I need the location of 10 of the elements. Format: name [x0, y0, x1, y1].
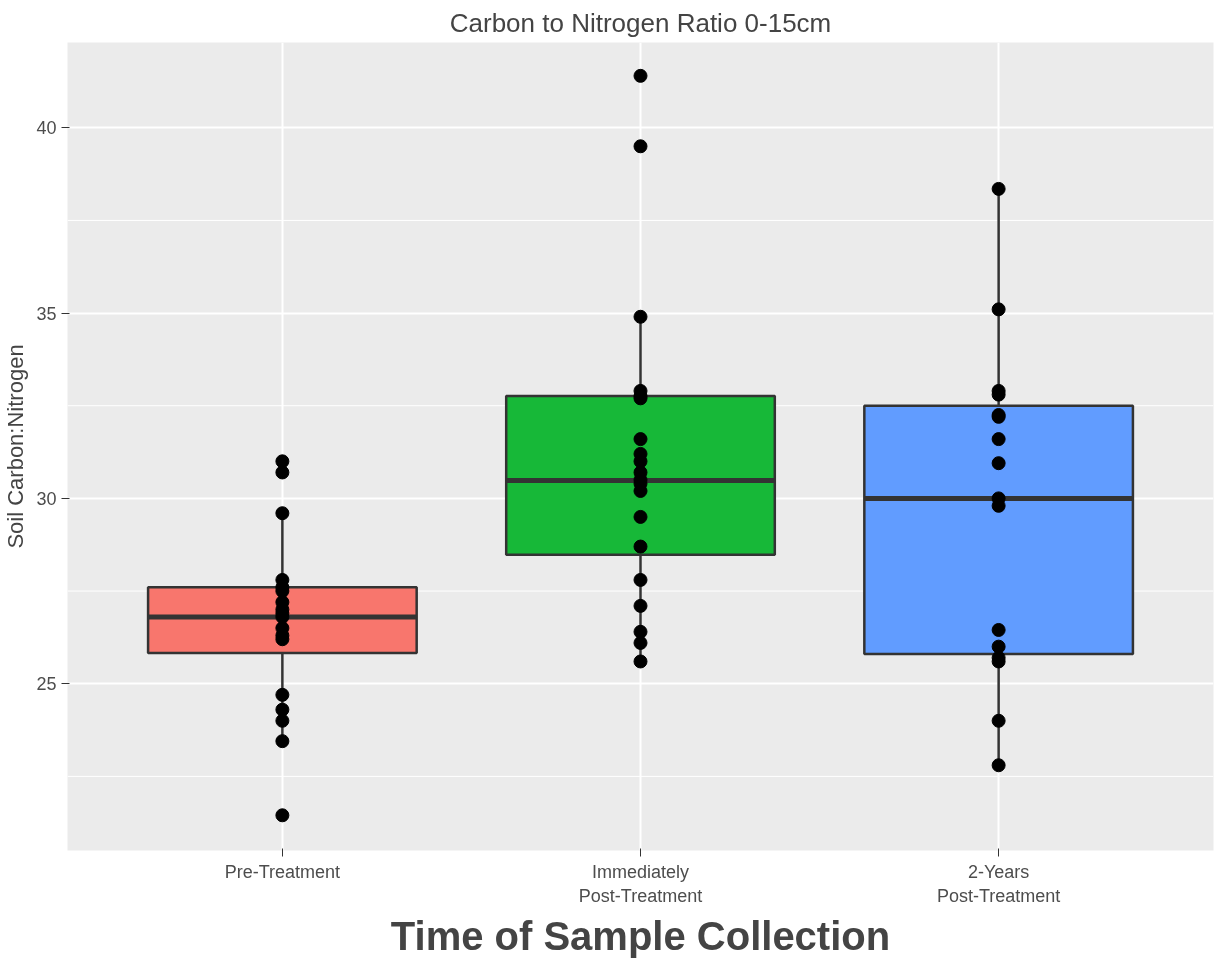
- y-tick-label: 30: [36, 488, 57, 509]
- y-tick-label: 40: [36, 118, 57, 139]
- x-tick-label: 2-Years Post-Treatment: [936, 861, 1061, 906]
- y-axis-title: Soil Carbon:Nitrogen: [3, 344, 29, 549]
- x-axis-title: Time of Sample Collection: [390, 913, 891, 958]
- chart-title: Carbon to Nitrogen Ratio 0-15cm: [449, 7, 832, 38]
- x-tick-label: Immediately Post-Treatment: [578, 861, 703, 906]
- y-tick-label: 35: [36, 303, 57, 324]
- y-tick-label: 25: [36, 674, 57, 695]
- x-tick-label: Pre-Treatment: [224, 861, 341, 882]
